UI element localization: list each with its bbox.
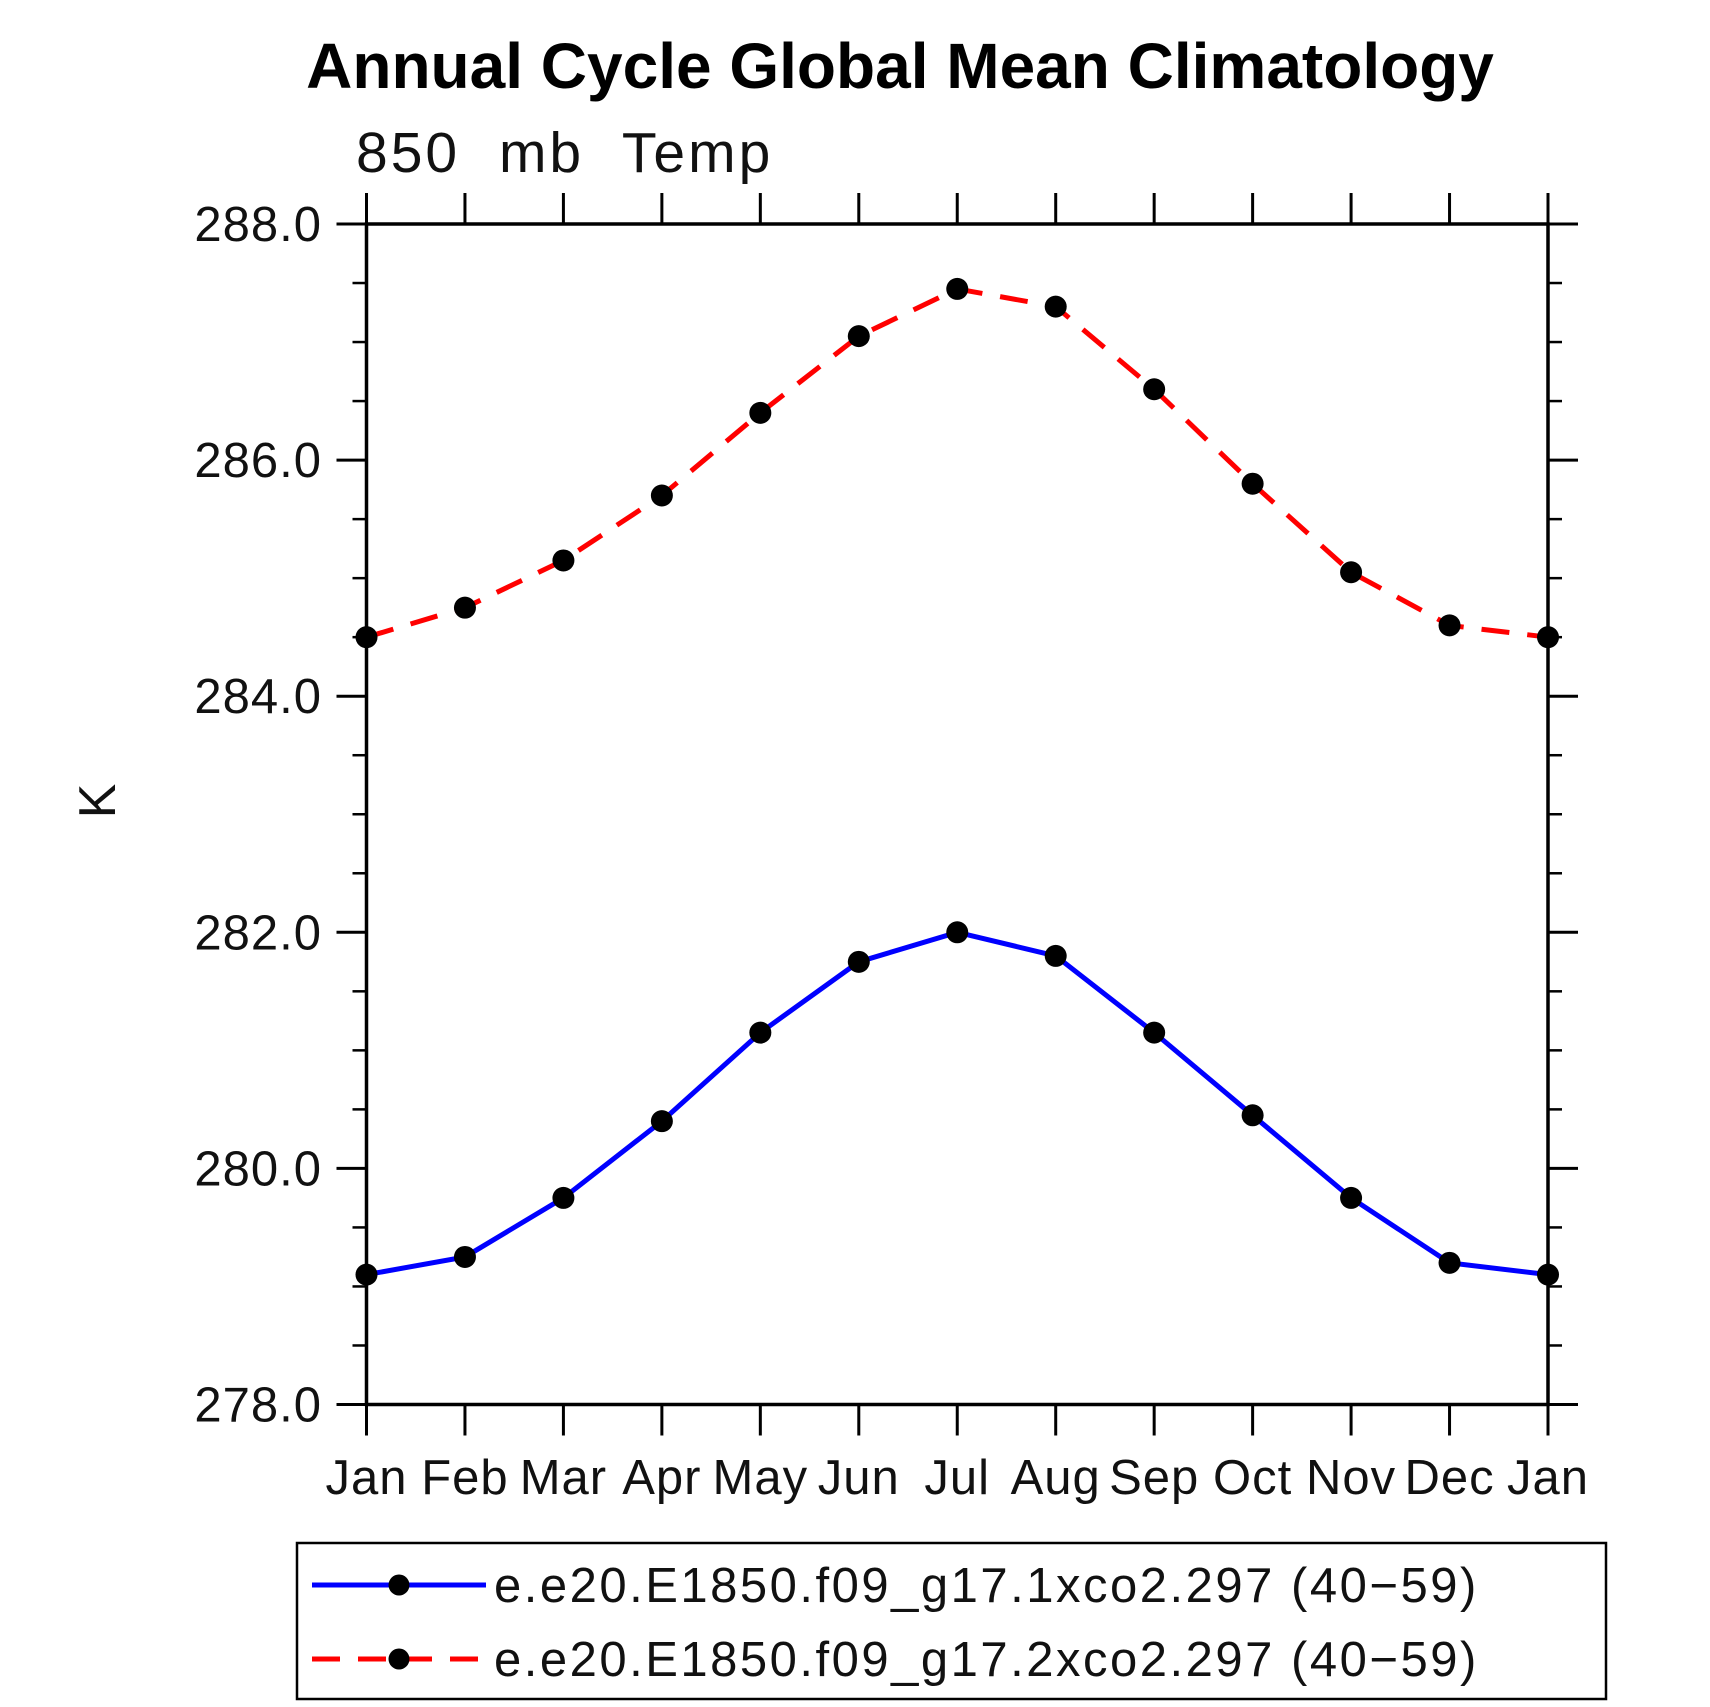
series-1xco2-data-point-marker <box>650 1110 673 1133</box>
legend-item-1xco2: e.e20.E1850.f09_g17.1xco2.297 (40−59) <box>312 1559 1479 1613</box>
x-tick-label: Oct <box>1213 1451 1292 1505</box>
x-tick-label: May <box>713 1451 809 1505</box>
series-2xco2-data-point-marker <box>355 626 378 649</box>
series-2xco2-data-point-marker <box>1438 614 1461 637</box>
series-2xco2-data-point-marker <box>1143 378 1166 401</box>
series-1xco2-data-point-marker <box>847 950 870 973</box>
series-1xco2-data-point-marker <box>355 1263 378 1286</box>
series-1xco2-data-point-marker <box>1438 1251 1461 1274</box>
x-tick-label: Sep <box>1109 1451 1199 1505</box>
series-2xco2-data-point-marker <box>749 401 772 424</box>
y-tick-label: 280.0 <box>194 1142 322 1196</box>
series-2xco2-data-point-marker <box>1537 626 1559 649</box>
series-2xco2-data-point-marker <box>1241 472 1264 495</box>
series-1xco2-data-point-marker <box>1241 1104 1264 1127</box>
series-2xco2-data-point-marker <box>1340 561 1363 584</box>
plot-area: Jan Feb Mar Apr May Jun Jul Aug Sep Oct Nov Dec Jan2… <box>194 193 1589 1505</box>
series-2xco2-data-point-marker <box>847 325 870 348</box>
x-tick-label: Aug <box>1011 1451 1101 1505</box>
series-1xco2-data-point-marker <box>1340 1186 1363 1209</box>
legend-item-2xco2: e.e20.E1850.f09_g17.2xco2.297 (40−59) <box>312 1633 1479 1687</box>
series-1xco2-data-point-marker <box>552 1186 575 1209</box>
plot-frame <box>364 222 1550 1407</box>
series-1xco2-data-point-marker <box>1537 1263 1559 1286</box>
x-tick-label: Nov <box>1306 1451 1396 1505</box>
chart-title: Annual Cycle Global Mean Climatology <box>306 30 1494 102</box>
series-2xco2-data-point-marker <box>552 549 575 572</box>
x-tick-label: Jul <box>924 1451 990 1505</box>
x-tick-label: Apr <box>622 1451 701 1505</box>
y-tick-label: 284.0 <box>194 670 322 724</box>
y-tick-label: 288.0 <box>194 198 322 252</box>
series-1xco2-data-point-marker <box>749 1021 772 1044</box>
legend: e.e20.E1850.f09_g17.1xco2.297 (40−59) e.… <box>295 1541 1608 1701</box>
y-tick-label: 278.0 <box>194 1379 322 1433</box>
x-tick-label: Dec <box>1404 1451 1494 1505</box>
series-2xco2-data-point-marker <box>1044 295 1067 318</box>
series-1xco2-line <box>366 929 1549 1278</box>
x-tick-label: Mar <box>520 1451 607 1505</box>
series-2xco2-data-point-marker <box>453 596 476 619</box>
x-tick-label: Jan <box>325 1451 407 1505</box>
x-tick-label: Jun <box>818 1451 900 1505</box>
series-1xco2-data-point-marker <box>453 1245 476 1268</box>
series-1xco2-data-point-marker <box>1143 1021 1166 1044</box>
y-tick-label: 282.0 <box>194 906 322 960</box>
series-2xco2-line <box>365 286 1549 640</box>
series-1xco2-data-point-marker <box>946 921 969 944</box>
x-tick-label: Jan <box>1507 1451 1589 1505</box>
legend-marker-icon <box>388 1648 410 1670</box>
series-2xco2-data-point-marker <box>650 484 673 507</box>
legend-marker-icon <box>388 1574 410 1596</box>
y-axis-label: K <box>69 782 127 819</box>
x-tick-label: Feb <box>421 1451 508 1505</box>
legend-label-1xco2: e.e20.E1850.f09_g17.1xco2.297 (40−59) <box>494 1559 1479 1613</box>
series-2xco2-data-point-marker <box>946 277 969 300</box>
legend-label-2xco2: e.e20.E1850.f09_g17.2xco2.297 (40−59) <box>494 1633 1479 1687</box>
series-1xco2-data-point-marker <box>1044 944 1067 967</box>
chart-subtitle: 850 mb Temp <box>356 121 773 185</box>
legend-box <box>295 1541 1608 1701</box>
y-tick-label: 286.0 <box>194 434 322 488</box>
